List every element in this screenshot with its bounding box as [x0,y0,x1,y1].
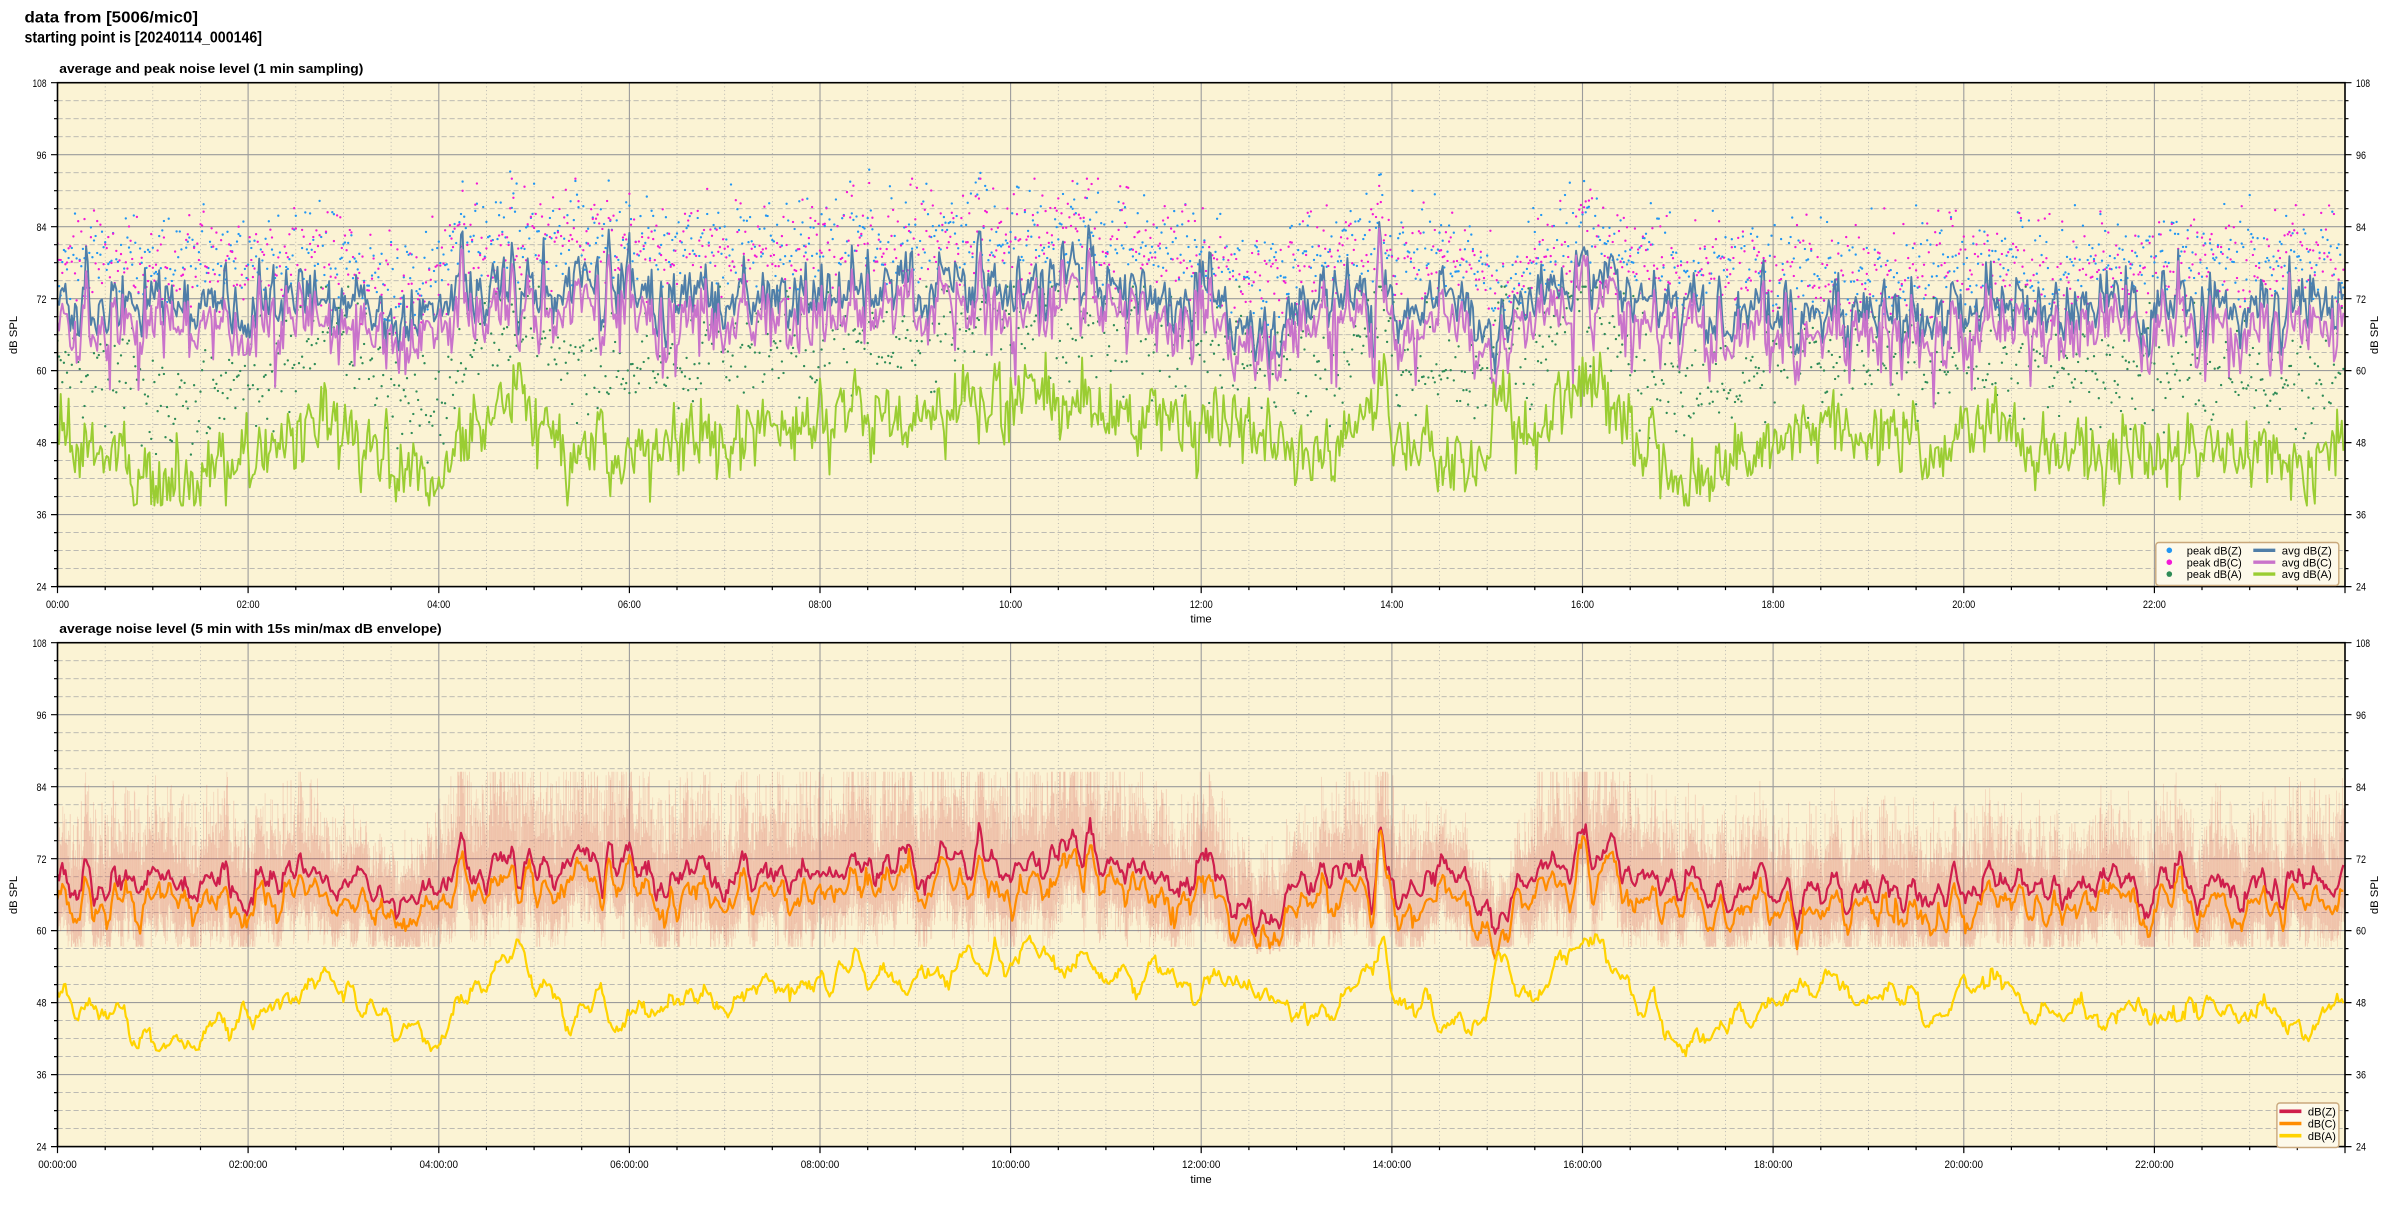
svg-text:22:00: 22:00 [2143,599,2166,611]
svg-text:02:00:00: 02:00:00 [229,1159,268,1171]
svg-text:72: 72 [37,854,47,866]
svg-text:18:00:00: 18:00:00 [1754,1159,1793,1171]
svg-text:84: 84 [37,222,47,234]
svg-text:10:00:00: 10:00:00 [991,1159,1030,1171]
svg-text:12:00:00: 12:00:00 [1182,1159,1221,1171]
svg-text:84: 84 [2356,222,2366,234]
svg-text:36: 36 [37,1070,47,1082]
svg-text:time: time [1190,614,1211,626]
svg-text:peak dB(A): peak dB(A) [2187,569,2242,581]
svg-text:48: 48 [37,998,47,1010]
svg-text:48: 48 [37,438,47,450]
svg-text:dB(A): dB(A) [2308,1131,2336,1143]
svg-text:dB SPL: dB SPL [2369,316,2381,354]
svg-text:04:00:00: 04:00:00 [420,1159,459,1171]
svg-text:96: 96 [37,150,47,162]
svg-text:60: 60 [37,366,47,378]
svg-text:dB SPL: dB SPL [8,876,20,914]
svg-text:24: 24 [2356,1142,2366,1154]
svg-text:36: 36 [2356,510,2366,522]
svg-text:dB(C): dB(C) [2308,1119,2336,1131]
svg-text:14:00: 14:00 [1380,599,1403,611]
svg-text:starting point is [20240114_00: starting point is [20240114_000146] [25,30,263,47]
svg-text:dB(Z): dB(Z) [2308,1106,2336,1118]
svg-text:18:00: 18:00 [1762,599,1785,611]
svg-text:24: 24 [37,1142,47,1154]
svg-text:96: 96 [2356,710,2366,722]
svg-text:06:00:00: 06:00:00 [610,1159,649,1171]
svg-text:avg dB(A): avg dB(A) [2282,569,2332,581]
svg-text:60: 60 [2356,366,2366,378]
svg-text:peak dB(C): peak dB(C) [2187,557,2242,569]
svg-text:22:00:00: 22:00:00 [2135,1159,2174,1171]
svg-text:72: 72 [37,294,47,306]
svg-text:48: 48 [2356,998,2366,1010]
svg-text:72: 72 [2356,854,2366,866]
svg-text:peak dB(Z): peak dB(Z) [2187,545,2242,557]
svg-text:96: 96 [2356,150,2366,162]
svg-text:60: 60 [37,926,47,938]
svg-text:dB SPL: dB SPL [2369,876,2381,914]
svg-text:10:00: 10:00 [999,599,1022,611]
svg-text:02:00: 02:00 [237,599,260,611]
svg-text:24: 24 [37,582,47,594]
svg-text:avg dB(C): avg dB(C) [2282,557,2332,569]
svg-text:avg dB(Z): avg dB(Z) [2282,545,2332,557]
svg-text:84: 84 [37,782,47,794]
svg-text:00:00:00: 00:00:00 [38,1159,77,1171]
svg-text:60: 60 [2356,926,2366,938]
svg-text:20:00:00: 20:00:00 [1945,1159,1984,1171]
svg-text:48: 48 [2356,438,2366,450]
svg-text:16:00:00: 16:00:00 [1563,1159,1602,1171]
svg-text:data from [5006/mic0]: data from [5006/mic0] [25,10,199,27]
svg-text:average and peak noise level (: average and peak noise level (1 min samp… [59,61,363,76]
svg-text:00:00: 00:00 [46,599,69,611]
svg-text:16:00: 16:00 [1571,599,1594,611]
svg-text:108: 108 [33,638,47,650]
svg-text:average noise level (5 min wit: average noise level (5 min with 15s min/… [59,621,441,636]
svg-text:108: 108 [2356,638,2370,650]
svg-text:108: 108 [2356,78,2370,90]
svg-text:04:00: 04:00 [427,599,450,611]
svg-text:96: 96 [37,710,47,722]
svg-text:84: 84 [2356,782,2366,794]
svg-text:36: 36 [37,510,47,522]
svg-text:108: 108 [33,78,47,90]
svg-text:time: time [1190,1174,1211,1186]
svg-text:08:00: 08:00 [809,599,832,611]
svg-text:14:00:00: 14:00:00 [1373,1159,1412,1171]
svg-text:72: 72 [2356,294,2366,306]
svg-text:24: 24 [2356,582,2366,594]
svg-text:08:00:00: 08:00:00 [801,1159,840,1171]
svg-text:06:00: 06:00 [618,599,641,611]
svg-text:20:00: 20:00 [1952,599,1975,611]
svg-text:12:00: 12:00 [1190,599,1213,611]
svg-text:36: 36 [2356,1070,2366,1082]
svg-text:dB SPL: dB SPL [8,316,20,354]
